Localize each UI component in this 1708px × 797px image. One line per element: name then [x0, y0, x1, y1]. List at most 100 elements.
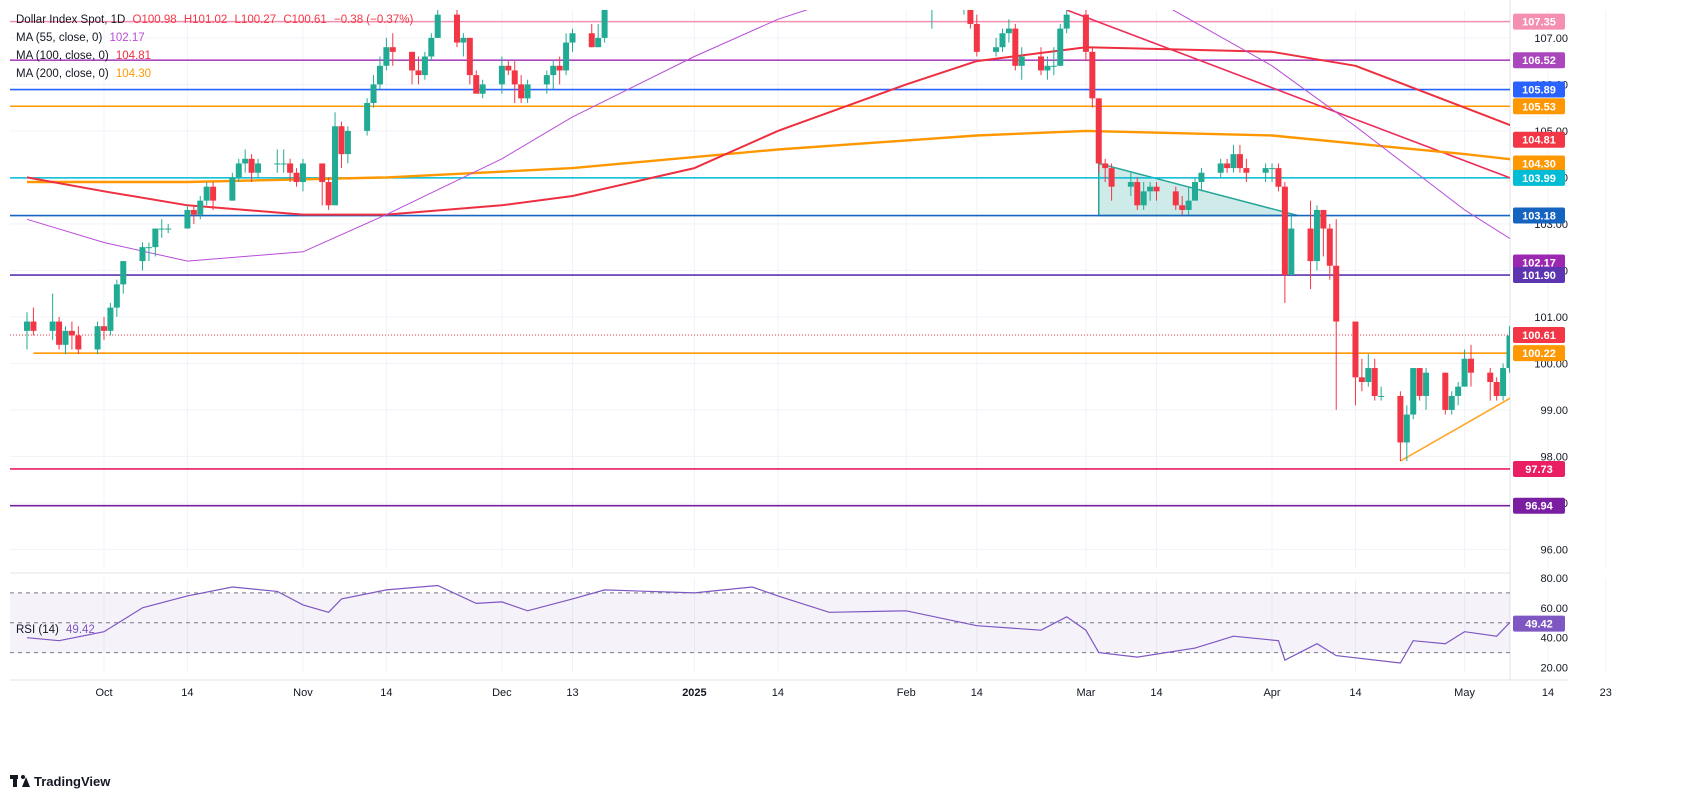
rsi-value-badge-label: 49.42 [1525, 619, 1553, 631]
candle-body [1050, 65, 1057, 67]
candle-body [23, 321, 30, 331]
price-tick-label: 98.00 [1540, 451, 1568, 463]
candle-body [1467, 358, 1474, 373]
candle-body [332, 126, 339, 206]
candle-body [1442, 372, 1449, 410]
candle [1442, 372, 1449, 415]
candle [1352, 321, 1359, 406]
candle-body [999, 33, 1006, 48]
price-level-badge [1513, 327, 1565, 344]
ma100-value: 104.81 [115, 50, 152, 62]
legend-ma200-row[interactable]: MA (200, close, 0) 104.30 [16, 65, 413, 83]
candle [1506, 326, 1510, 373]
candle-body [1063, 14, 1070, 29]
candle-body [595, 37, 602, 48]
candle-body [588, 33, 595, 48]
ma100-line [26, 46, 1510, 216]
price-level-label: 101.90 [1522, 270, 1556, 282]
candle-body [973, 23, 980, 52]
time-tick-label: 14 [971, 687, 983, 699]
candle [152, 228, 159, 257]
candle [1358, 358, 1365, 392]
rsi-pane [10, 584, 1510, 664]
candle [595, 23, 602, 48]
candle-body [75, 335, 82, 350]
legend-ma100-row[interactable]: MA (100, close, 0) 104.81 [16, 47, 413, 65]
price-level-badge [1513, 81, 1565, 98]
time-tick-label: 23 [1600, 687, 1612, 699]
candle-body [1012, 28, 1019, 66]
candle [1365, 354, 1372, 387]
rsi-tick-label: 80.00 [1540, 573, 1568, 585]
candle-body [1153, 186, 1160, 192]
legend-ma55-row[interactable]: MA (55, close, 0) 102.17 [16, 29, 413, 47]
candle [1095, 98, 1102, 173]
candle-body [1493, 382, 1500, 396]
candle [1275, 163, 1282, 192]
candle [1012, 23, 1019, 71]
candle [569, 28, 576, 52]
candle [1500, 363, 1507, 401]
candle-body [1423, 372, 1430, 396]
candle-body [255, 163, 262, 173]
ma55-value: 102.17 [109, 32, 145, 44]
price-tick-label: 107.00 [1534, 33, 1568, 45]
trendline [1066, 10, 1510, 179]
candle-body [1371, 368, 1378, 396]
rsi-legend[interactable]: RSI (14) 49.42 [16, 624, 95, 636]
candle [421, 51, 428, 80]
candle-body [62, 330, 69, 345]
candle [325, 177, 332, 210]
candle-body [287, 163, 294, 173]
candle [1455, 382, 1462, 406]
candle [299, 158, 306, 192]
rsi-tick-label: 60.00 [1540, 603, 1568, 615]
candle [543, 70, 550, 94]
candle-body [1313, 209, 1320, 262]
candle [1313, 205, 1320, 271]
candle-body [1236, 154, 1243, 169]
candle-body [1005, 28, 1012, 34]
tradingview-logo[interactable]: TradingView [10, 772, 110, 790]
candle [1410, 368, 1417, 420]
candle-body [1506, 335, 1510, 369]
candle [1281, 182, 1288, 303]
candle [1005, 19, 1012, 43]
candle [145, 242, 152, 262]
candle [1333, 219, 1340, 410]
time-tick-label: Mar [1076, 687, 1095, 699]
candle [1037, 47, 1044, 76]
candle-body [550, 65, 557, 76]
candle-body [319, 163, 326, 183]
time-tick-label: 14 [1542, 687, 1554, 699]
candle [383, 37, 390, 71]
candle [1243, 158, 1250, 183]
candle [550, 61, 557, 90]
candle [498, 56, 505, 94]
price-level-badge [1513, 460, 1565, 477]
candle-body [1224, 163, 1231, 169]
time-tick-label: 14 [1150, 687, 1162, 699]
candle-body [68, 330, 75, 336]
candle-body [415, 70, 422, 76]
candle-body [1307, 228, 1314, 262]
candle [190, 205, 197, 224]
candle-body [165, 228, 172, 230]
candle [274, 149, 281, 173]
time-tick-label: 14 [772, 687, 784, 699]
candle [967, 10, 974, 29]
candle [370, 75, 377, 108]
time-tick-label: Nov [293, 687, 313, 699]
symbol-title[interactable]: Dollar Index Spot, 1D [16, 14, 126, 26]
candle [973, 14, 980, 57]
candle-body [543, 75, 550, 85]
tradingview-logo-icon [10, 775, 30, 787]
candle-body [120, 261, 127, 285]
candle-body [1037, 56, 1044, 71]
candle [588, 23, 595, 48]
price-level-badge [1513, 207, 1565, 224]
candle [280, 149, 287, 173]
time-tick-label: Oct [95, 687, 112, 699]
